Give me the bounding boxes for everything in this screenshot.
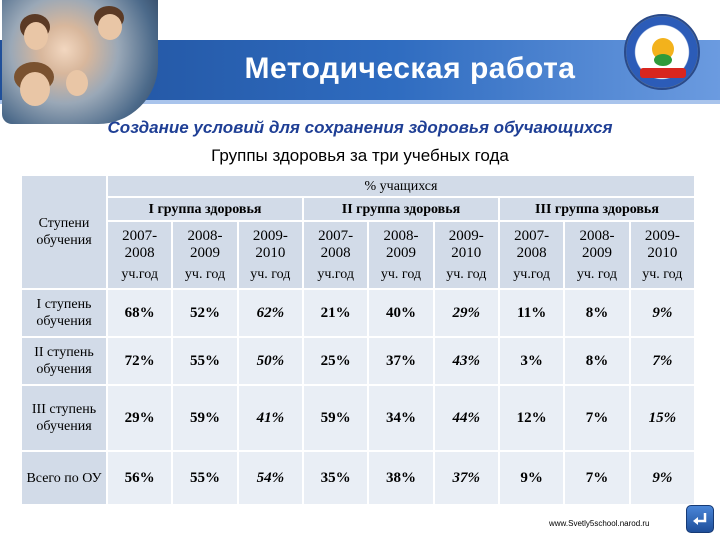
year-unit: уч.год: [121, 266, 158, 282]
year-unit: уч.год: [513, 266, 550, 282]
table-cell: 59%: [303, 386, 368, 450]
year-header: 2009-2010 уч. год: [238, 222, 302, 288]
year-range: 2007-2008: [514, 227, 550, 261]
table-cell: 9%: [499, 452, 564, 504]
year-header: 2008-2009 уч. год: [565, 222, 629, 288]
table-cell: 25%: [303, 338, 368, 384]
year-unit: уч. год: [380, 266, 422, 282]
table-cell: 15%: [630, 386, 694, 450]
table-cell: 55%: [173, 452, 237, 504]
table-cell: 72%: [108, 338, 172, 384]
year-range: 2008-2009: [383, 227, 419, 261]
year-range: 2008-2009: [187, 227, 223, 261]
percent-header: % учащихся: [108, 176, 694, 196]
row-header: Ступени обучения: [22, 176, 106, 288]
table-row: III ступень обучения 29% 59% 41% 59% 34% 44% 12…: [22, 386, 694, 450]
year-range: 2009-2010: [644, 227, 680, 261]
group-header: II группа здоровья: [303, 198, 498, 220]
group-header: III группа здоровья: [499, 198, 694, 220]
year-range: 2007-2008: [122, 227, 158, 261]
table-cell: 8%: [565, 338, 629, 384]
health-groups-table: Ступени обучения % учащихся I группа здо…: [20, 174, 696, 506]
table-cell: 12%: [499, 386, 564, 450]
year-header: 2007-2008 уч.год: [499, 222, 564, 288]
table-cell: 50%: [238, 338, 302, 384]
footer-url: www.Svetly5school.narod.ru: [549, 519, 650, 528]
subtitle: Создание условий для сохранения здоровья…: [107, 118, 613, 137]
year-header: 2009-2010 уч. год: [630, 222, 694, 288]
table-caption: Группы здоровья за три учебных года: [211, 146, 509, 165]
table-cell: 52%: [173, 290, 237, 336]
year-range: 2009-2010: [448, 227, 484, 261]
table-cell: 35%: [303, 452, 368, 504]
group-header: I группа здоровья: [108, 198, 302, 220]
table-cell: 38%: [369, 452, 433, 504]
table-cell: 29%: [108, 386, 172, 450]
students-photo: [2, 0, 158, 124]
year-unit: уч. год: [184, 266, 226, 282]
table-cell: 9%: [630, 452, 694, 504]
table-cell: 3%: [499, 338, 564, 384]
table-cell: 62%: [238, 290, 302, 336]
row-label: I ступень обучения: [22, 290, 106, 336]
year-header: 2007-2008 уч.год: [303, 222, 368, 288]
year-unit: уч. год: [446, 266, 487, 282]
table-cell: 9%: [630, 290, 694, 336]
table-cell: 7%: [630, 338, 694, 384]
row-label: II ступень обучения: [22, 338, 106, 384]
year-unit: уч.год: [317, 266, 354, 282]
row-label: Всего по ОУ: [22, 452, 106, 504]
row-label: III ступень обучения: [22, 386, 106, 450]
table-cell: 43%: [434, 338, 498, 384]
table-cell: 55%: [173, 338, 237, 384]
year-unit: уч. год: [250, 266, 291, 282]
table-cell: 7%: [565, 452, 629, 504]
table-cell: 37%: [369, 338, 433, 384]
back-button[interactable]: [686, 505, 714, 533]
table-cell: 44%: [434, 386, 498, 450]
table-cell: 8%: [565, 290, 629, 336]
year-unit: уч. год: [576, 266, 618, 282]
year-range: 2008-2009: [579, 227, 615, 261]
table-row: Всего по ОУ 56% 55% 54% 35% 38% 37% 9% 7% 9%: [22, 452, 694, 504]
table-cell: 37%: [434, 452, 498, 504]
table-cell: 7%: [565, 386, 629, 450]
table-cell: 11%: [499, 290, 564, 336]
table-cell: 68%: [108, 290, 172, 336]
year-range: 2009-2010: [252, 227, 288, 261]
table-cell: 54%: [238, 452, 302, 504]
year-range: 2007-2008: [318, 227, 354, 261]
page-title: Методическая работа: [244, 52, 576, 85]
table-cell: 29%: [434, 290, 498, 336]
table-cell: 40%: [369, 290, 433, 336]
school-emblem-icon: [624, 14, 700, 90]
banner-stripe: [0, 100, 720, 104]
year-header: 2008-2009 уч. год: [369, 222, 433, 288]
year-header: 2007-2008 уч.год: [108, 222, 172, 288]
table-cell: 41%: [238, 386, 302, 450]
table-cell: 21%: [303, 290, 368, 336]
year-header: 2008-2009 уч. год: [173, 222, 237, 288]
table-cell: 34%: [369, 386, 433, 450]
year-header: 2009-2010 уч. год: [434, 222, 498, 288]
table-cell: 59%: [173, 386, 237, 450]
year-unit: уч. год: [642, 266, 683, 282]
table-row: I ступень обучения 68% 52% 62% 21% 40% 29% 11% 8…: [22, 290, 694, 336]
back-arrow-icon: [693, 513, 707, 525]
table-cell: 56%: [108, 452, 172, 504]
table-row: II ступень обучения 72% 55% 50% 25% 37% 43% 3% 8…: [22, 338, 694, 384]
